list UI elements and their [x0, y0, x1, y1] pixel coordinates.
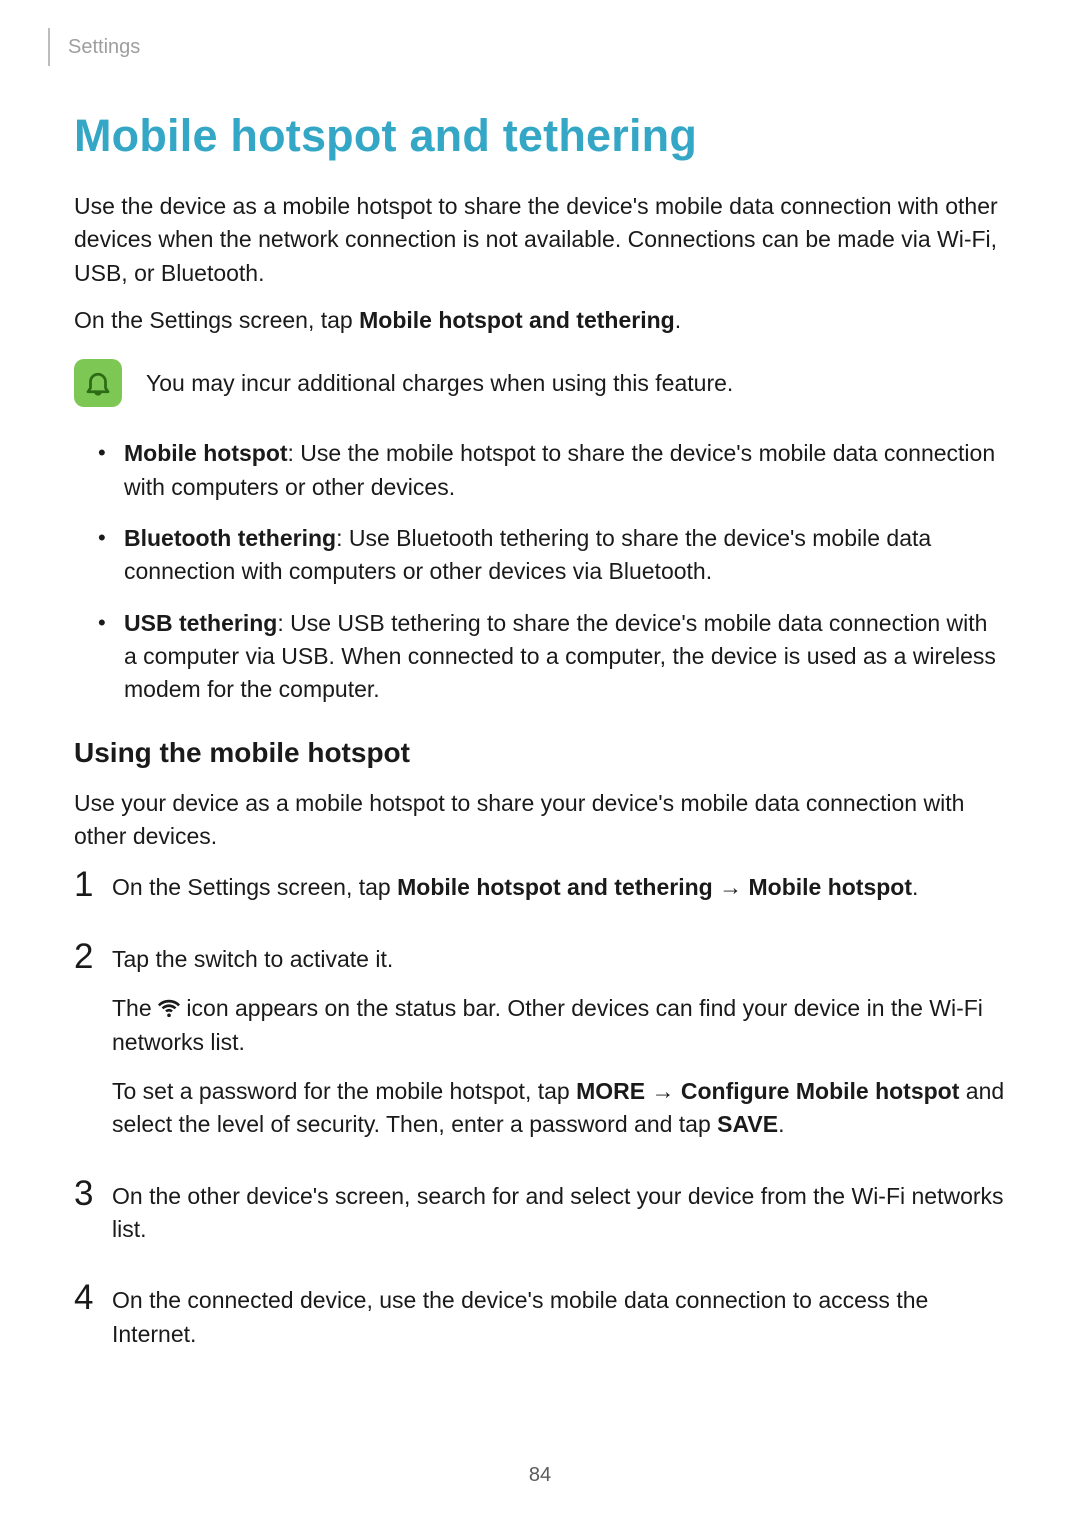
bell-icon [74, 359, 122, 407]
nav-instruction: On the Settings screen, tap Mobile hotsp… [74, 304, 1006, 337]
step2-line1: Tap the switch to activate it. [112, 943, 1006, 976]
steps-list: 1 On the Settings screen, tap Mobile hot… [74, 871, 1006, 1366]
step-1: 1 On the Settings screen, tap Mobile hot… [74, 871, 1006, 920]
nav-prefix: On the Settings screen, tap [74, 307, 359, 333]
step-number: 1 [74, 867, 112, 902]
intro-paragraph: Use the device as a mobile hotspot to sh… [74, 190, 1006, 290]
step4-text: On the connected device, use the device'… [112, 1284, 1006, 1351]
page-title: Mobile hotspot and tethering [74, 110, 1006, 162]
step2-line3-prefix: To set a password for the mobile hotspot… [112, 1078, 576, 1104]
step1-arrow: → [713, 874, 749, 900]
step2-line3: To set a password for the mobile hotspot… [112, 1075, 1006, 1142]
step2-line3-suffix: . [778, 1111, 784, 1137]
step-body: Tap the switch to activate it. The icon … [112, 943, 1006, 1158]
list-item-bold: USB tethering [124, 610, 277, 636]
feature-list: Mobile hotspot: Use the mobile hotspot t… [98, 437, 1006, 706]
step2-line2-suffix: icon appears on the status bar. Other de… [112, 995, 983, 1054]
step1-prefix: On the Settings screen, tap [112, 874, 397, 900]
breadcrumb-divider [48, 28, 50, 66]
step2-line3-arrow: → [645, 1078, 681, 1104]
step-number: 4 [74, 1280, 112, 1315]
list-item: Bluetooth tethering: Use Bluetooth tethe… [98, 522, 1006, 589]
section-heading: Using the mobile hotspot [74, 737, 1006, 769]
step-3: 3 On the other device's screen, search f… [74, 1180, 1006, 1263]
step2-line2-prefix: The [112, 995, 158, 1021]
list-item-bold: Mobile hotspot [124, 440, 288, 466]
breadcrumb-label: Settings [68, 36, 140, 59]
step2-line3-bold1: MORE [576, 1078, 645, 1104]
step-body: On the Settings screen, tap Mobile hotsp… [112, 871, 1006, 920]
note-text: You may incur additional charges when us… [146, 367, 733, 399]
list-item-bold: Bluetooth tethering [124, 525, 336, 551]
nav-bold: Mobile hotspot and tethering [359, 307, 675, 333]
list-item: USB tethering: Use USB tethering to shar… [98, 607, 1006, 707]
page-number: 84 [0, 1464, 1080, 1487]
step-4: 4 On the connected device, use the devic… [74, 1284, 1006, 1367]
nav-suffix: . [675, 307, 681, 333]
list-item: Mobile hotspot: Use the mobile hotspot t… [98, 437, 1006, 504]
hotspot-icon [158, 995, 180, 1017]
step2-line3-bold2: Configure Mobile hotspot [681, 1078, 960, 1104]
step1-bold2: Mobile hotspot [748, 874, 912, 900]
step-2: 2 Tap the switch to activate it. The ico… [74, 943, 1006, 1158]
step-number: 2 [74, 939, 112, 974]
page-content: Mobile hotspot and tethering Use the dev… [74, 110, 1006, 1367]
step-body: On the other device's screen, search for… [112, 1180, 1006, 1263]
step2-line3-bold3: SAVE [717, 1111, 778, 1137]
step3-text: On the other device's screen, search for… [112, 1180, 1006, 1247]
step1-suffix: . [912, 874, 918, 900]
step-number: 3 [74, 1176, 112, 1211]
step2-line2: The icon appears on the status bar. Othe… [112, 992, 1006, 1059]
section-intro: Use your device as a mobile hotspot to s… [74, 787, 1006, 854]
manual-page: Settings Mobile hotspot and tethering Us… [0, 0, 1080, 1527]
step1-bold1: Mobile hotspot and tethering [397, 874, 713, 900]
note-callout: You may incur additional charges when us… [74, 359, 1006, 407]
step-body: On the connected device, use the device'… [112, 1284, 1006, 1367]
breadcrumb: Settings [48, 28, 140, 66]
